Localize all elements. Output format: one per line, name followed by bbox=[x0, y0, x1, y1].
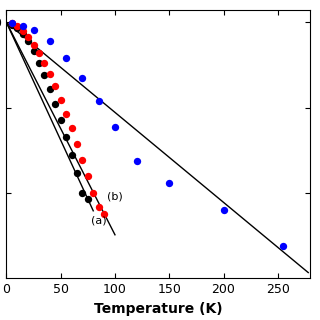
Point bbox=[221, 208, 226, 213]
Text: (b): (b) bbox=[108, 192, 123, 202]
Point bbox=[80, 75, 85, 80]
Point bbox=[167, 180, 172, 185]
Point bbox=[64, 111, 69, 116]
Point bbox=[15, 23, 20, 28]
Point bbox=[9, 22, 14, 28]
Point bbox=[47, 39, 52, 44]
Point bbox=[42, 73, 47, 78]
Point bbox=[31, 49, 36, 54]
Point bbox=[53, 102, 58, 107]
Point bbox=[36, 51, 42, 56]
Point bbox=[42, 61, 47, 66]
Point bbox=[75, 171, 80, 176]
Point bbox=[80, 190, 85, 196]
Point bbox=[85, 173, 90, 179]
Point bbox=[9, 21, 14, 26]
Point bbox=[20, 23, 25, 28]
Point bbox=[36, 60, 42, 65]
Point bbox=[101, 211, 107, 216]
Point bbox=[47, 86, 52, 92]
Text: (a): (a) bbox=[91, 216, 107, 226]
Point bbox=[64, 56, 69, 61]
Point bbox=[112, 124, 117, 129]
Point bbox=[31, 28, 36, 33]
Point bbox=[31, 42, 36, 47]
Point bbox=[69, 152, 74, 157]
X-axis label: Temperature (K): Temperature (K) bbox=[94, 302, 223, 316]
Point bbox=[20, 32, 25, 37]
Point bbox=[58, 117, 63, 122]
Point bbox=[26, 34, 31, 39]
Point bbox=[53, 84, 58, 89]
Point bbox=[96, 204, 101, 209]
Point bbox=[281, 244, 286, 249]
Point bbox=[26, 39, 31, 44]
Point bbox=[47, 72, 52, 77]
Point bbox=[85, 196, 90, 202]
Point bbox=[134, 158, 139, 163]
Point bbox=[64, 134, 69, 139]
Point bbox=[80, 157, 85, 162]
Point bbox=[20, 28, 25, 34]
Point bbox=[91, 190, 96, 196]
Point bbox=[15, 26, 20, 31]
Point bbox=[9, 20, 14, 25]
Point bbox=[69, 126, 74, 131]
Point bbox=[58, 98, 63, 103]
Point bbox=[75, 141, 80, 146]
Point bbox=[96, 98, 101, 103]
